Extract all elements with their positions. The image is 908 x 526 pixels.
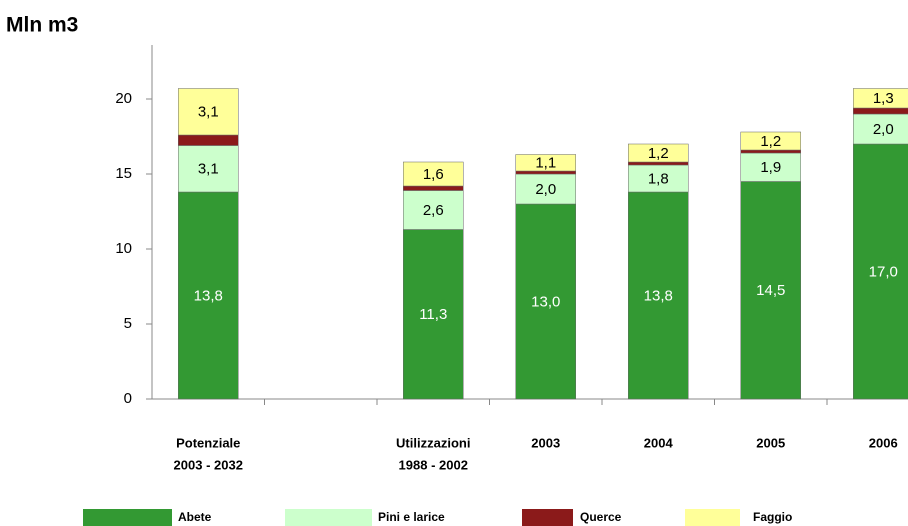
legend-swatch (685, 509, 740, 526)
x-tick-label: 2004 (644, 435, 674, 450)
legend-label: Faggio (753, 510, 792, 524)
bar-segment (403, 161, 464, 187)
value-label: 13,8 (194, 287, 223, 304)
value-label: 1,3 (873, 90, 894, 107)
chart-title: Mln m3 (6, 14, 78, 37)
bar-segment (628, 164, 689, 193)
legend-label: Querce (580, 510, 622, 524)
y-tick-label: 20 (115, 90, 132, 107)
bar-segment (628, 143, 689, 163)
x-tick-label: 2003 (531, 435, 560, 450)
bar-segment (515, 173, 576, 205)
value-label: 2,6 (423, 202, 444, 219)
bar-segment (853, 113, 908, 145)
x-tick-label: 1988 - 2002 (399, 457, 468, 472)
bar-segment (178, 145, 239, 193)
value-label: 17,0 (869, 263, 898, 280)
value-label: 1,2 (648, 145, 669, 162)
legend-swatch (83, 509, 172, 526)
bar-segment (628, 161, 689, 166)
legend-label: Abete (178, 510, 212, 524)
bar-segment (740, 131, 801, 151)
bar-segment (853, 88, 908, 109)
value-label: 13,8 (644, 287, 673, 304)
bar-segment (740, 152, 801, 182)
bar-segment (403, 185, 464, 191)
bar-segment (740, 181, 801, 400)
y-tick-label: 0 (124, 390, 132, 407)
value-label: 14,5 (756, 282, 785, 299)
bar-segment (178, 191, 239, 400)
value-label: 11,3 (419, 306, 447, 323)
bar-segment (178, 134, 239, 146)
bar-segment (853, 107, 908, 115)
y-tick-label: 10 (115, 240, 132, 257)
value-label: 3,1 (198, 161, 219, 178)
bar-segment (740, 149, 801, 154)
bar-segment (178, 88, 239, 136)
x-tick-label: Utilizzazioni (396, 435, 470, 450)
y-tick-label: 5 (124, 315, 132, 332)
x-tick-label: Potenziale (176, 435, 240, 450)
value-label: 3,1 (198, 104, 219, 121)
bar-segment (628, 191, 689, 400)
value-label: 2,0 (873, 121, 894, 138)
value-label: 2,0 (535, 181, 556, 198)
bar-segment (403, 229, 464, 400)
y-tick-label: 15 (115, 165, 132, 182)
legend-label: Pini e larice (378, 510, 445, 524)
x-tick-label: 2003 - 2032 (174, 457, 243, 472)
legend-swatch (285, 509, 372, 526)
value-label: 1,1 (535, 155, 556, 172)
bar-segment (515, 154, 576, 172)
value-label: 13,0 (531, 293, 560, 310)
bar-segment (403, 190, 464, 230)
bar-segment (853, 143, 908, 400)
bar-segment (515, 203, 576, 400)
x-tick-label: 2006 (869, 435, 898, 450)
value-label: 1,2 (760, 133, 781, 150)
value-label: 1,9 (760, 159, 781, 176)
x-tick-label: 2005 (756, 435, 785, 450)
legend-swatch (522, 509, 573, 526)
value-label: 1,8 (648, 170, 669, 187)
value-label: 1,6 (423, 166, 444, 183)
